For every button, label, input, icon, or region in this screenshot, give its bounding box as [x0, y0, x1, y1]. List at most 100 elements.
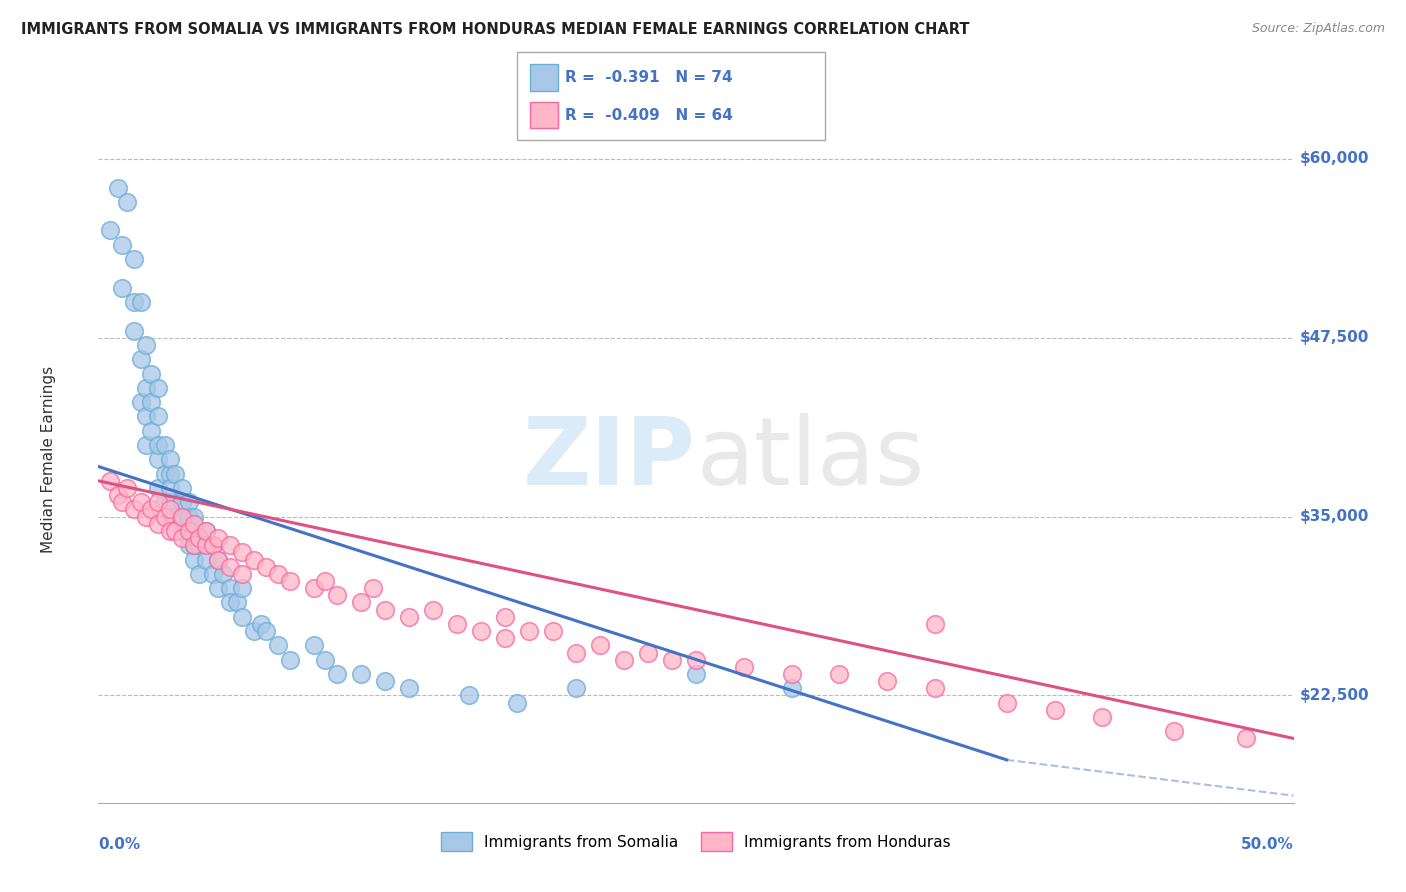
Point [187, 566, 209, 581]
Point [780, 681, 803, 696]
Point [202, 538, 225, 552]
Point [315, 574, 337, 588]
Text: R =  -0.409   N = 64: R = -0.409 N = 64 [565, 108, 733, 122]
Point [159, 502, 181, 516]
Point [1091, 710, 1114, 724]
Point [172, 495, 194, 509]
Point [155, 495, 177, 509]
Text: $60,000: $60,000 [1299, 152, 1369, 167]
Point [139, 367, 162, 381]
Text: 0.0%: 0.0% [98, 837, 141, 852]
Point [924, 681, 946, 696]
Point [159, 509, 181, 524]
Point [155, 438, 177, 452]
Point [924, 616, 946, 631]
Point [254, 624, 277, 639]
Point [183, 538, 205, 552]
Point [163, 509, 186, 524]
Point [183, 509, 205, 524]
Point [131, 395, 153, 409]
Point [219, 559, 242, 574]
Point [250, 616, 273, 631]
Point [589, 639, 612, 653]
Point [780, 667, 803, 681]
Point [111, 495, 134, 509]
Point [179, 538, 201, 552]
Point [115, 194, 138, 209]
Point [183, 552, 205, 566]
Point [131, 295, 153, 310]
Text: ZIP: ZIP [523, 413, 696, 506]
Point [302, 581, 325, 595]
Point [278, 574, 301, 588]
Point [172, 524, 194, 538]
Point [107, 180, 129, 194]
Point [195, 552, 218, 566]
Point [172, 531, 194, 545]
Point [98, 474, 122, 488]
Point [111, 281, 134, 295]
Point [315, 653, 337, 667]
Point [159, 524, 181, 538]
Point [254, 559, 277, 574]
Point [661, 653, 683, 667]
Point [183, 538, 205, 552]
Point [135, 338, 157, 352]
Point [111, 237, 134, 252]
Point [148, 452, 170, 467]
Point [159, 452, 181, 467]
Point [494, 609, 516, 624]
Point [231, 609, 253, 624]
Point [115, 481, 138, 495]
Point [350, 667, 373, 681]
Point [243, 624, 266, 639]
Point [148, 516, 170, 531]
Point [398, 609, 420, 624]
Point [135, 509, 157, 524]
Point [195, 538, 218, 552]
Point [163, 524, 186, 538]
Point [363, 581, 385, 595]
Point [159, 481, 181, 495]
Text: IMMIGRANTS FROM SOMALIA VS IMMIGRANTS FROM HONDURAS MEDIAN FEMALE EARNINGS CORRE: IMMIGRANTS FROM SOMALIA VS IMMIGRANTS FR… [21, 22, 970, 37]
Point [131, 495, 153, 509]
Point [155, 467, 177, 481]
Point [733, 660, 755, 674]
Point [172, 509, 194, 524]
Point [187, 531, 209, 545]
Text: $47,500: $47,500 [1299, 330, 1369, 345]
Point [374, 602, 396, 616]
Point [637, 646, 659, 660]
Point [139, 502, 162, 516]
Point [183, 516, 205, 531]
Point [517, 624, 540, 639]
Point [135, 438, 157, 452]
Point [828, 667, 851, 681]
Point [374, 674, 396, 689]
Point [148, 438, 170, 452]
Point [187, 538, 209, 552]
Point [124, 502, 146, 516]
Point [131, 352, 153, 367]
Point [207, 552, 229, 566]
Point [183, 524, 205, 538]
Point [219, 581, 242, 595]
Point [179, 524, 201, 538]
Point [446, 616, 468, 631]
Point [139, 424, 162, 438]
Point [202, 538, 225, 552]
Point [159, 495, 181, 509]
Point [124, 324, 146, 338]
Point [163, 467, 186, 481]
Point [195, 524, 218, 538]
Point [148, 381, 170, 395]
Point [211, 566, 233, 581]
Legend: Immigrants from Somalia, Immigrants from Honduras: Immigrants from Somalia, Immigrants from… [436, 826, 956, 857]
Text: atlas: atlas [696, 413, 924, 506]
Point [685, 667, 707, 681]
Point [995, 696, 1018, 710]
Point [219, 595, 242, 609]
Point [195, 524, 218, 538]
Point [159, 467, 181, 481]
Point [506, 696, 529, 710]
